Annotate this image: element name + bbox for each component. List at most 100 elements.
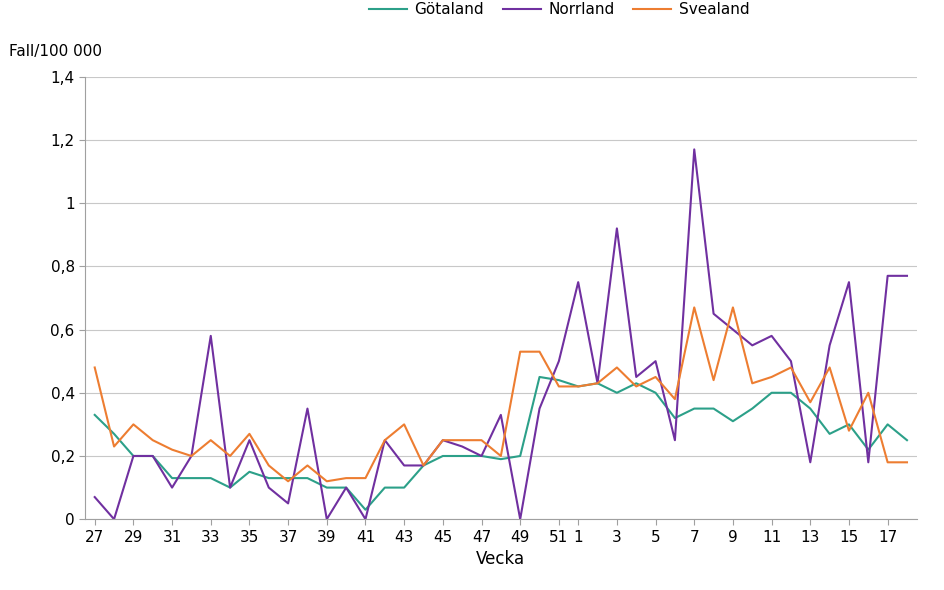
Götaland — [842, 421, 853, 428]
Svealand — [456, 437, 467, 444]
Svealand — [803, 399, 815, 406]
Svealand — [533, 348, 545, 355]
Svealand — [417, 462, 429, 469]
Norrland — [456, 443, 467, 450]
Norrland — [282, 500, 294, 507]
Norrland — [205, 332, 216, 339]
Norrland — [147, 453, 159, 460]
Svealand — [166, 446, 177, 453]
Line: Götaland: Götaland — [94, 377, 906, 510]
Norrland — [360, 516, 371, 523]
Götaland — [89, 411, 100, 418]
Götaland — [803, 405, 815, 412]
Svealand — [746, 380, 757, 387]
Svealand — [398, 421, 410, 428]
Norrland — [611, 225, 622, 232]
Norrland — [668, 437, 680, 444]
Götaland — [591, 380, 602, 387]
Norrland — [495, 411, 506, 418]
Svealand — [901, 459, 912, 466]
Norrland — [552, 358, 564, 365]
Svealand — [301, 462, 312, 469]
Svealand — [572, 383, 583, 390]
Norrland — [707, 310, 718, 317]
Svealand — [881, 459, 892, 466]
Norrland — [301, 405, 312, 412]
Götaland — [668, 415, 680, 422]
Svealand — [707, 376, 718, 384]
Norrland — [842, 278, 853, 286]
Götaland — [205, 474, 216, 481]
Svealand — [766, 373, 777, 381]
Svealand — [379, 437, 390, 444]
Götaland — [147, 453, 159, 460]
Svealand — [147, 437, 159, 444]
Norrland — [476, 453, 487, 460]
Line: Svealand: Svealand — [94, 307, 906, 481]
Götaland — [379, 484, 390, 491]
Norrland — [746, 342, 757, 349]
Norrland — [572, 278, 583, 286]
Götaland — [707, 405, 718, 412]
Svealand — [727, 304, 738, 311]
Svealand — [611, 364, 622, 371]
Svealand — [862, 389, 873, 396]
Svealand — [437, 437, 448, 444]
Svealand — [514, 348, 525, 355]
Götaland — [533, 373, 545, 381]
Norrland — [224, 484, 235, 491]
Svealand — [688, 304, 700, 311]
Götaland — [224, 484, 235, 491]
Norrland — [784, 358, 796, 365]
Götaland — [823, 430, 834, 437]
Svealand — [495, 453, 506, 460]
Götaland — [766, 389, 777, 396]
Götaland — [649, 389, 661, 396]
Götaland — [262, 474, 274, 481]
Götaland — [784, 389, 796, 396]
Götaland — [282, 474, 294, 481]
Svealand — [649, 373, 661, 381]
Götaland — [186, 474, 197, 481]
Svealand — [823, 364, 834, 371]
Svealand — [630, 383, 641, 390]
Götaland — [746, 405, 757, 412]
Norrland — [437, 437, 448, 444]
Text: Fall/100 000: Fall/100 000 — [9, 44, 102, 59]
Svealand — [476, 437, 487, 444]
Svealand — [360, 474, 371, 481]
Svealand — [244, 430, 255, 437]
Götaland — [514, 453, 525, 460]
Svealand — [321, 478, 332, 485]
Svealand — [282, 478, 294, 485]
Norrland — [244, 437, 255, 444]
Götaland — [166, 474, 177, 481]
Norrland — [127, 453, 139, 460]
Norrland — [630, 373, 641, 381]
Norrland — [649, 358, 661, 365]
Götaland — [456, 453, 467, 460]
Götaland — [244, 468, 255, 476]
Svealand — [591, 380, 602, 387]
Norrland — [514, 516, 525, 523]
Götaland — [417, 462, 429, 469]
Götaland — [552, 376, 564, 384]
Norrland — [262, 484, 274, 491]
Götaland — [901, 437, 912, 444]
Götaland — [109, 430, 120, 437]
Norrland — [862, 459, 873, 466]
Norrland — [109, 516, 120, 523]
Svealand — [186, 453, 197, 460]
Legend: Götaland, Norrland, Svealand: Götaland, Norrland, Svealand — [362, 0, 754, 23]
Norrland — [533, 405, 545, 412]
Svealand — [340, 474, 351, 481]
Norrland — [881, 273, 892, 280]
Norrland — [688, 146, 700, 153]
Svealand — [262, 462, 274, 469]
Götaland — [476, 453, 487, 460]
Norrland — [166, 484, 177, 491]
Svealand — [109, 443, 120, 450]
Svealand — [552, 383, 564, 390]
Norrland — [398, 462, 410, 469]
Norrland — [591, 380, 602, 387]
